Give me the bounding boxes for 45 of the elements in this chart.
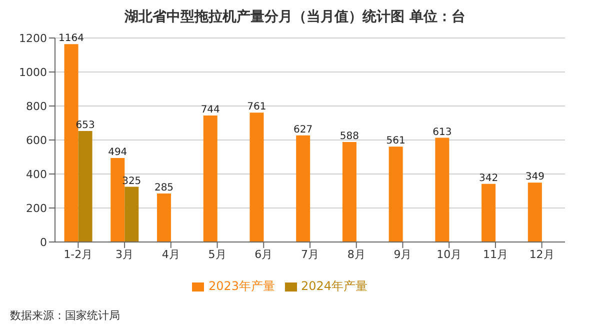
data-label: 561	[386, 136, 406, 147]
bar	[64, 44, 78, 242]
x-tick-label: 9月	[394, 248, 412, 261]
bar	[203, 116, 218, 242]
y-tick-label: 1200	[19, 32, 47, 45]
data-label: 588	[340, 131, 359, 142]
x-tick-label: 6月	[254, 248, 273, 261]
x-tick-label: 7月	[301, 248, 319, 261]
legend-label: 2023年产量	[208, 279, 275, 293]
bar	[124, 186, 139, 242]
data-label: 494	[108, 147, 128, 158]
x-tick-label: 11月	[482, 248, 508, 261]
bar	[296, 135, 310, 242]
legend-label: 2024年产量	[301, 279, 368, 293]
x-tick-label: 5月	[208, 248, 226, 261]
x-tick-label: 1-2月	[64, 248, 93, 261]
y-tick-label: 0	[40, 236, 47, 249]
y-tick-label: 1000	[19, 66, 47, 79]
y-tick-label: 200	[26, 202, 47, 215]
bar	[435, 138, 450, 242]
x-tick-label: 4月	[162, 248, 180, 261]
bar	[342, 142, 356, 242]
y-tick-label: 800	[26, 100, 47, 113]
y-tick-label: 400	[26, 168, 47, 181]
data-label: 349	[525, 172, 544, 183]
data-label: 285	[154, 182, 174, 194]
x-tick-label: 12月	[529, 248, 554, 261]
bar	[388, 146, 403, 242]
data-label: 342	[479, 172, 498, 184]
chart-title: 湖北省中型拖拉机产量分月（当月值）统计图 单位：台	[124, 8, 466, 26]
x-tick-label: 10月	[436, 248, 462, 261]
data-label: 1164	[58, 33, 84, 44]
bar	[482, 184, 496, 242]
x-tick-label: 8月	[347, 248, 366, 261]
bar	[78, 130, 92, 242]
bar	[250, 112, 264, 242]
source-note: 数据来源：国家统计局	[10, 308, 120, 323]
bar	[157, 194, 171, 242]
bar	[528, 182, 542, 242]
y-tick-label: 600	[26, 134, 47, 147]
x-tick-label: 3月	[116, 248, 134, 261]
data-label: 627	[294, 124, 313, 136]
data-label: 744	[200, 104, 220, 116]
data-label: 613	[432, 126, 452, 138]
data-label: 761	[247, 102, 266, 113]
